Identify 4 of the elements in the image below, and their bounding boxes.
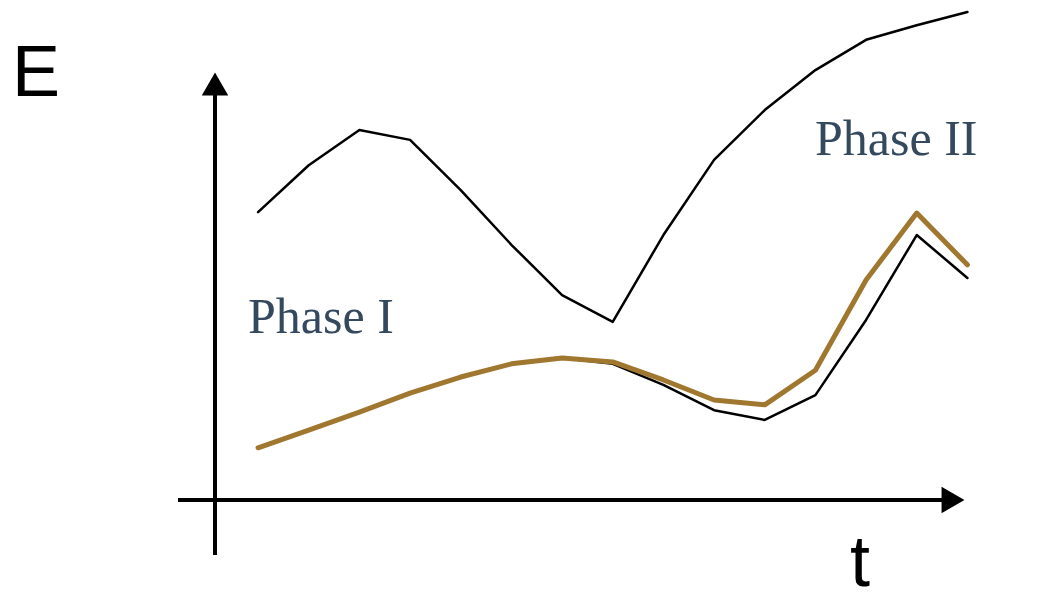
annotation: Phase I	[248, 288, 394, 344]
y-axis-title: E	[12, 31, 61, 111]
x-axis-title: t	[849, 521, 871, 601]
annotation: Phase II	[815, 110, 978, 166]
